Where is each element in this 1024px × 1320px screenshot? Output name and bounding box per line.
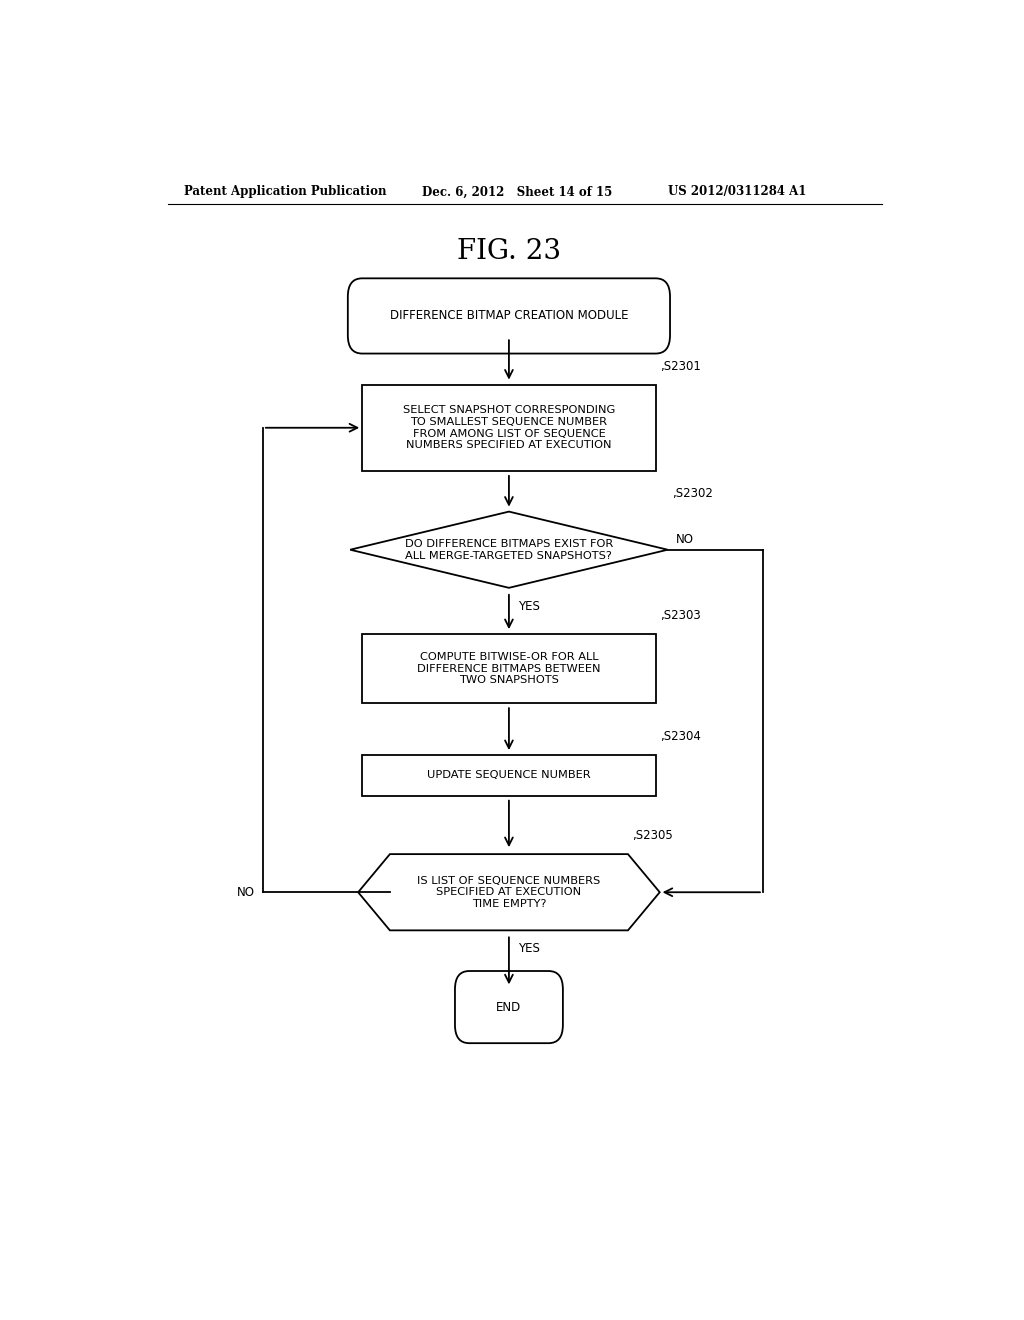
Text: FIG. 23: FIG. 23	[457, 239, 561, 265]
Text: YES: YES	[518, 942, 541, 956]
Text: ,S2303: ,S2303	[659, 610, 700, 622]
Text: Dec. 6, 2012   Sheet 14 of 15: Dec. 6, 2012 Sheet 14 of 15	[422, 185, 612, 198]
Text: YES: YES	[518, 599, 541, 612]
FancyBboxPatch shape	[455, 972, 563, 1043]
Text: IS LIST OF SEQUENCE NUMBERS
SPECIFIED AT EXECUTION
TIME EMPTY?: IS LIST OF SEQUENCE NUMBERS SPECIFIED AT…	[418, 875, 600, 909]
Text: NO: NO	[237, 886, 255, 899]
Polygon shape	[358, 854, 659, 931]
Bar	[362, 755, 655, 796]
Text: DIFFERENCE BITMAP CREATION MODULE: DIFFERENCE BITMAP CREATION MODULE	[390, 309, 628, 322]
Text: ,S2304: ,S2304	[659, 730, 700, 743]
Text: END: END	[497, 1001, 521, 1014]
Text: Patent Application Publication: Patent Application Publication	[183, 185, 386, 198]
Bar	[362, 634, 655, 704]
Bar	[362, 384, 655, 471]
Text: US 2012/0311284 A1: US 2012/0311284 A1	[668, 185, 806, 198]
Text: UPDATE SEQUENCE NUMBER: UPDATE SEQUENCE NUMBER	[427, 771, 591, 780]
Text: ,S2305: ,S2305	[632, 829, 673, 842]
Text: SELECT SNAPSHOT CORRESPONDING
TO SMALLEST SEQUENCE NUMBER
FROM AMONG LIST OF SEQ: SELECT SNAPSHOT CORRESPONDING TO SMALLES…	[402, 405, 615, 450]
Polygon shape	[350, 512, 668, 587]
Text: ,S2301: ,S2301	[659, 360, 700, 372]
FancyBboxPatch shape	[348, 279, 670, 354]
Text: ,S2302: ,S2302	[672, 487, 713, 500]
Text: DO DIFFERENCE BITMAPS EXIST FOR
ALL MERGE-TARGETED SNAPSHOTS?: DO DIFFERENCE BITMAPS EXIST FOR ALL MERG…	[404, 539, 613, 561]
Text: NO: NO	[676, 533, 693, 546]
Text: COMPUTE BITWISE-OR FOR ALL
DIFFERENCE BITMAPS BETWEEN
TWO SNAPSHOTS: COMPUTE BITWISE-OR FOR ALL DIFFERENCE BI…	[417, 652, 601, 685]
